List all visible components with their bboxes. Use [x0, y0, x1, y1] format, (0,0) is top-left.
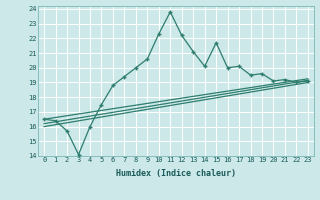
X-axis label: Humidex (Indice chaleur): Humidex (Indice chaleur): [116, 169, 236, 178]
